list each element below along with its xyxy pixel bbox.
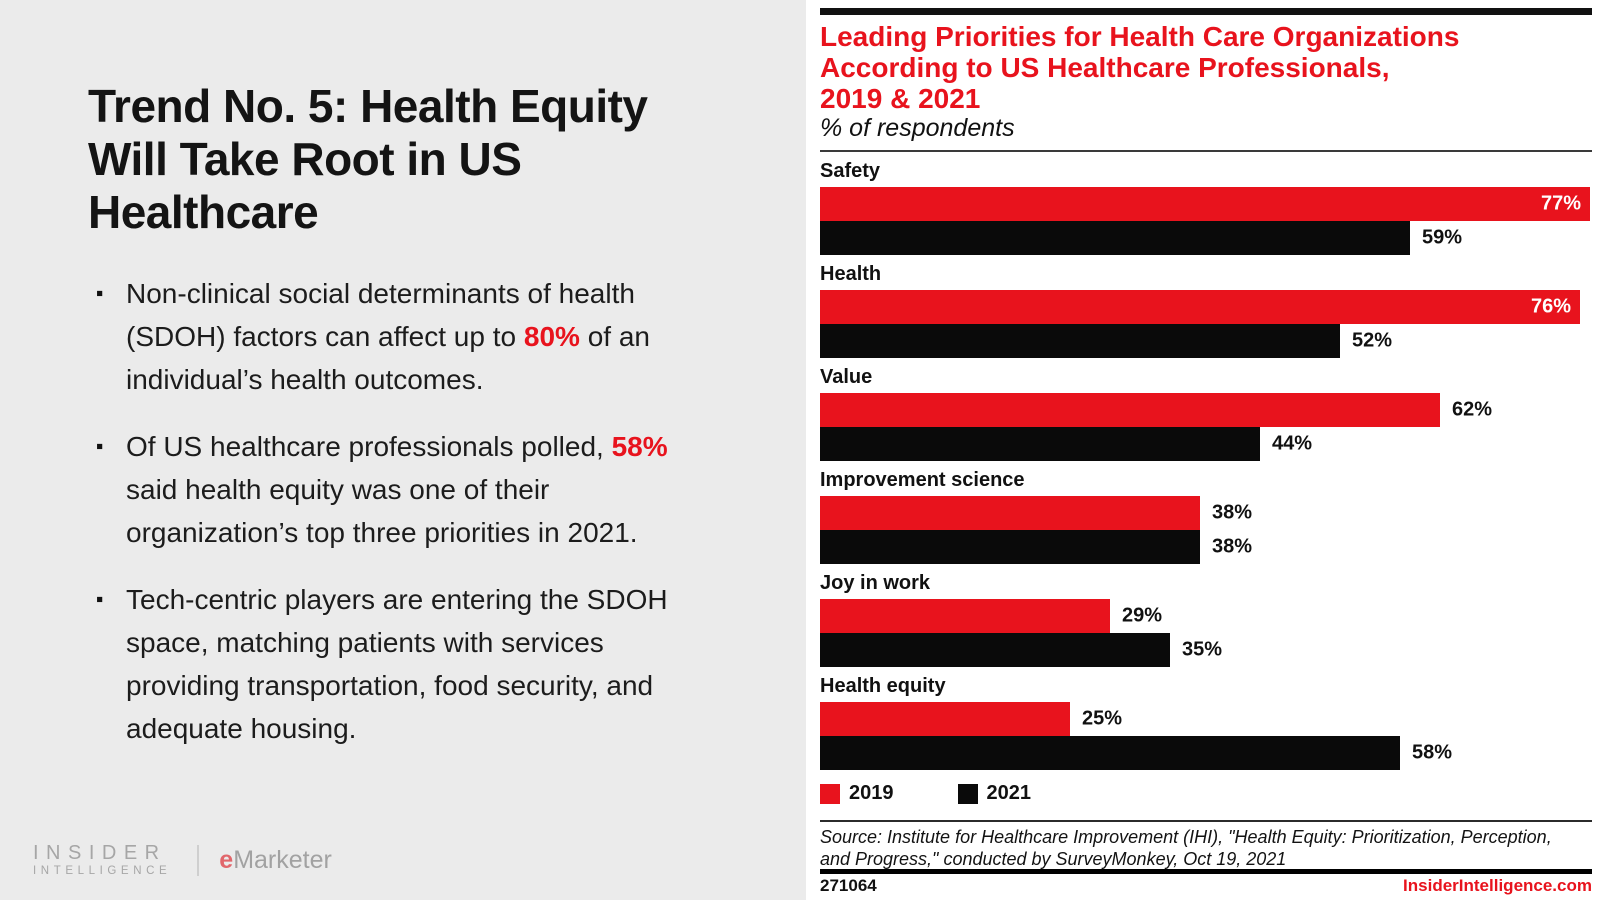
- insider-logo-line1: INSIDER: [33, 842, 167, 864]
- brand-logos: INSIDER INTELLIGENCE eMarketer: [33, 843, 332, 878]
- value-label: 25%: [1082, 707, 1123, 730]
- bar-2021: 44%: [820, 427, 1312, 461]
- chart-subtitle: % of respondents: [820, 114, 1015, 142]
- category-label: Joy in work: [820, 572, 931, 594]
- insider-intelligence-logo: INSIDER INTELLIGENCE: [33, 843, 171, 878]
- source-divider: [820, 820, 1592, 822]
- legend-item-2021: 2021: [957, 782, 1032, 805]
- bullet-list: ▪ Non-clinical social determinants of hea…: [96, 272, 714, 774]
- highlight-stat: 80%: [523, 321, 580, 352]
- value-label: 38%: [1212, 501, 1253, 524]
- value-label: 44%: [1272, 432, 1313, 455]
- legend-swatch: [957, 783, 978, 804]
- bar-2021: 52%: [820, 324, 1392, 358]
- source-line2: and Progress," conducted by SurveyMonkey…: [820, 848, 1287, 869]
- bar-2019: 62%: [820, 393, 1492, 427]
- chart-row: Health equity 25% 58%: [820, 675, 1592, 770]
- emarketer-logo-text: Marketer: [233, 846, 332, 874]
- chart-title-line2: According to US Healthcare Professionals…: [820, 52, 1390, 83]
- source-line1: Source: Institute for Healthcare Improve…: [820, 827, 1552, 847]
- bullet-marker: ▪: [96, 435, 104, 458]
- bar-2021: 59%: [820, 221, 1462, 255]
- bar-2021: 38%: [820, 530, 1252, 564]
- chart-title: Leading Priorities for Health Care Organ…: [820, 21, 1459, 114]
- slide-title-line1: Trend No. 5: Health Equity: [88, 80, 648, 132]
- chart-row: Improvement science 38% 38%: [820, 469, 1592, 564]
- chart-panel: Leading Priorities for Health Care Organ…: [806, 0, 1600, 900]
- logo-divider: [197, 845, 200, 876]
- bullet-item: ▪ Tech-centric players are entering the S…: [96, 578, 714, 750]
- chart-row: Joy in work 29% 35%: [820, 572, 1592, 667]
- bar-chart: Safety 77% 59% Health 76% 52% Value 62% 44% Impro…: [820, 160, 1592, 778]
- chart-row: Health 76% 52%: [820, 263, 1592, 358]
- value-label: 59%: [1422, 226, 1463, 249]
- chart-title-line3: 2019 & 2021: [820, 83, 981, 114]
- chart-row: Safety 77% 59%: [820, 160, 1592, 255]
- header-divider: [820, 150, 1592, 152]
- bullet-marker: ▪: [96, 588, 104, 611]
- value-label: 77%: [1540, 192, 1581, 215]
- chart-footer: 271064 InsiderIntelligence.com: [820, 876, 1592, 896]
- bullet-item: ▪ Of US healthcare professionals polled, …: [96, 425, 714, 554]
- chart-legend: 2019 2021: [820, 782, 1095, 805]
- source-note: Source: Institute for Healthcare Improve…: [820, 827, 1592, 870]
- emarketer-logo: eMarketer: [219, 845, 332, 876]
- bullet-marker: ▪: [96, 282, 104, 305]
- legend-item-2019: 2019: [820, 782, 894, 805]
- insider-intelligence-link[interactable]: InsiderIntelligence.com: [1403, 876, 1592, 895]
- slide-title-line2: Will Take Root in US: [88, 133, 522, 185]
- slide-title: Trend No. 5: Health Equity Will Take Root…: [88, 80, 748, 239]
- category-label: Safety: [820, 160, 881, 182]
- legend-label: 2021: [986, 782, 1032, 804]
- insider-logo-line2: INTELLIGENCE: [33, 865, 172, 877]
- bar-2019: 38%: [820, 496, 1252, 530]
- chart-row: Value 62% 44%: [820, 366, 1592, 461]
- bar-2019: 76%: [820, 290, 1580, 324]
- bar-2021: 58%: [820, 736, 1452, 770]
- footer-divider: [820, 869, 1592, 874]
- category-label: Health equity: [820, 675, 946, 697]
- top-rule: [820, 8, 1592, 15]
- value-label: 58%: [1412, 741, 1453, 764]
- highlight-stat: 58%: [611, 431, 668, 462]
- category-label: Health: [820, 263, 882, 285]
- value-label: 35%: [1182, 638, 1223, 661]
- emarketer-logo-e: e: [219, 846, 234, 874]
- value-label: 29%: [1122, 604, 1163, 627]
- chart-id: 271064: [820, 876, 877, 895]
- bar-2019: 25%: [820, 702, 1122, 736]
- value-label: 76%: [1530, 295, 1571, 318]
- bar-2019: 77%: [820, 187, 1590, 221]
- left-panel: Trend No. 5: Health Equity Will Take Root…: [33, 80, 748, 878]
- bar-2021: 35%: [820, 633, 1222, 667]
- legend-swatch: [820, 783, 840, 804]
- slide-title-line3: Healthcare: [88, 186, 319, 238]
- bar-2019: 29%: [820, 599, 1162, 633]
- value-label: 62%: [1452, 398, 1493, 421]
- bullet-item: ▪ Non-clinical social determinants of hea…: [96, 272, 714, 401]
- value-label: 52%: [1352, 329, 1393, 352]
- value-label: 38%: [1212, 535, 1253, 558]
- category-label: Value: [820, 366, 873, 388]
- legend-label: 2019: [849, 782, 894, 804]
- chart-title-line1: Leading Priorities for Health Care Organ…: [820, 21, 1460, 52]
- category-label: Improvement science: [820, 469, 1025, 491]
